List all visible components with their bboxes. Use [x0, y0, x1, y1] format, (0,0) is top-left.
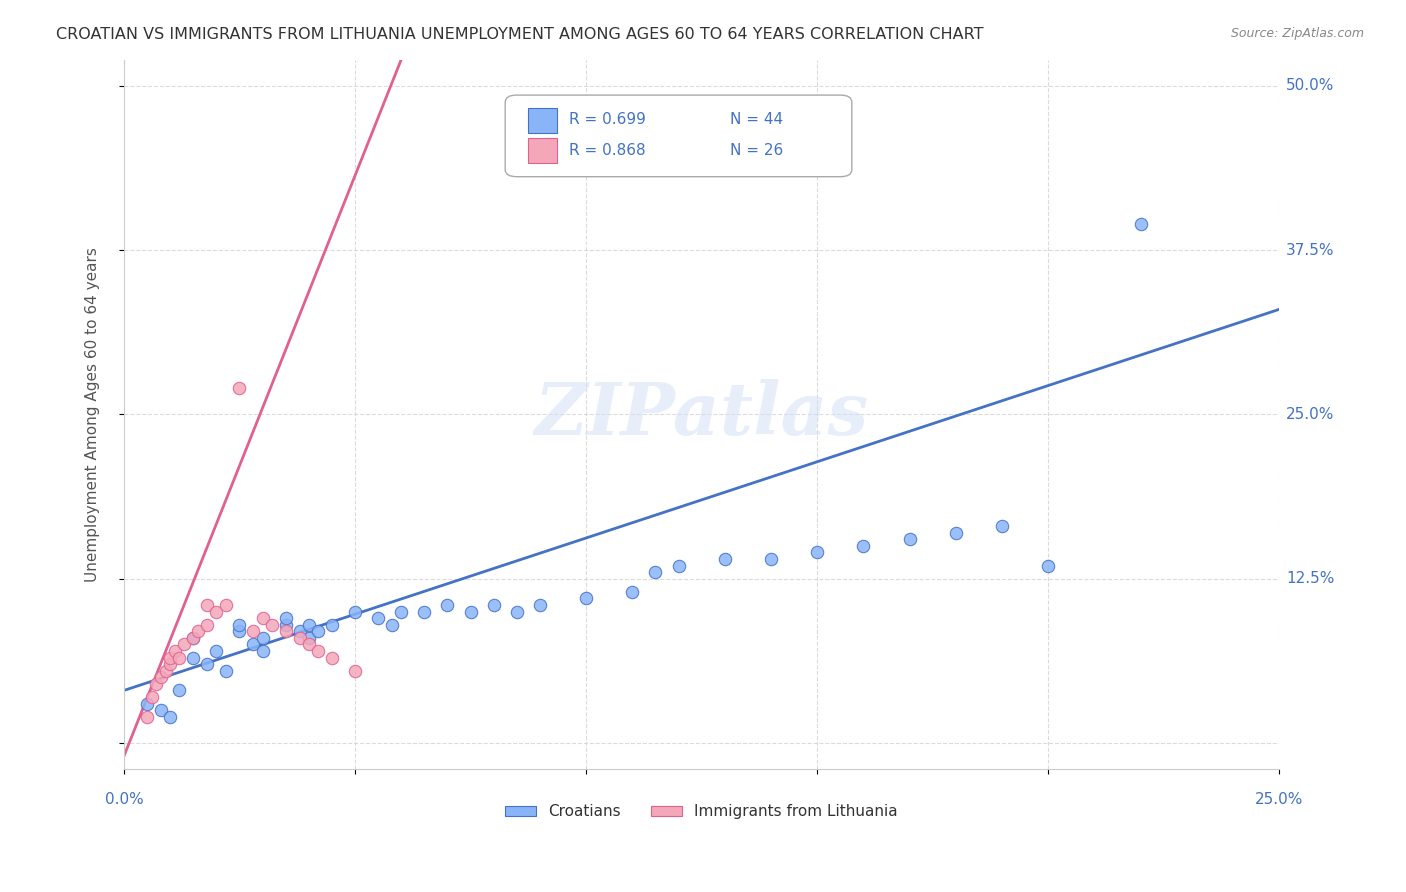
Point [621, 585, 644, 599]
Point [195, 598, 218, 612]
Y-axis label: Unemployment Among Ages 60 to 64 years: Unemployment Among Ages 60 to 64 years [86, 247, 100, 582]
Point [759, 552, 782, 566]
Point [713, 552, 735, 566]
Point [1038, 558, 1060, 573]
Point [991, 519, 1014, 533]
Point [242, 624, 264, 639]
Point [482, 598, 505, 612]
Text: R = 0.699: R = 0.699 [569, 112, 645, 128]
Text: 12.5%: 12.5% [1286, 571, 1334, 586]
Point [307, 644, 329, 658]
Point [214, 598, 236, 612]
Point [274, 624, 297, 639]
Point [228, 617, 250, 632]
Point [136, 710, 159, 724]
Point [159, 710, 181, 724]
Point [252, 631, 274, 645]
Point [169, 683, 191, 698]
Point [298, 617, 321, 632]
Point [343, 664, 366, 678]
Point [187, 624, 209, 639]
Point [1129, 217, 1152, 231]
Point [169, 650, 191, 665]
Point [321, 650, 343, 665]
Point [367, 611, 389, 625]
Point [149, 703, 172, 717]
Point [155, 664, 177, 678]
Text: CROATIAN VS IMMIGRANTS FROM LITHUANIA UNEMPLOYMENT AMONG AGES 60 TO 64 YEARS COR: CROATIAN VS IMMIGRANTS FROM LITHUANIA UN… [56, 27, 984, 42]
Point [668, 558, 690, 573]
FancyBboxPatch shape [529, 138, 557, 163]
Point [274, 611, 297, 625]
Text: 25.0%: 25.0% [1286, 407, 1334, 422]
Point [274, 617, 297, 632]
Point [288, 624, 311, 639]
Point [343, 605, 366, 619]
Point [195, 657, 218, 672]
Point [506, 605, 529, 619]
Text: Source: ZipAtlas.com: Source: ZipAtlas.com [1230, 27, 1364, 40]
FancyBboxPatch shape [529, 108, 557, 133]
Point [321, 617, 343, 632]
Point [945, 525, 967, 540]
Point [195, 617, 218, 632]
Point [149, 670, 172, 684]
Point [159, 657, 181, 672]
Point [228, 381, 250, 395]
Legend: Croatians, Immigrants from Lithuania: Croatians, Immigrants from Lithuania [499, 798, 904, 825]
Point [205, 605, 228, 619]
Point [260, 617, 283, 632]
Point [181, 631, 204, 645]
Point [898, 533, 921, 547]
Text: ZIPatlas: ZIPatlas [534, 379, 869, 450]
Point [644, 565, 666, 579]
Point [205, 644, 228, 658]
Point [181, 650, 204, 665]
Text: 50.0%: 50.0% [1286, 78, 1334, 94]
Point [529, 598, 551, 612]
Point [252, 611, 274, 625]
Point [173, 637, 195, 651]
Text: N = 44: N = 44 [731, 112, 783, 128]
Point [389, 605, 412, 619]
Point [298, 631, 321, 645]
Text: N = 26: N = 26 [731, 143, 783, 158]
Text: 25.0%: 25.0% [1256, 792, 1303, 807]
Point [214, 664, 236, 678]
Point [136, 697, 159, 711]
Point [181, 631, 204, 645]
Point [307, 624, 329, 639]
Point [163, 644, 186, 658]
Point [460, 605, 482, 619]
Point [252, 644, 274, 658]
Point [381, 617, 404, 632]
Text: R = 0.868: R = 0.868 [569, 143, 645, 158]
Point [145, 677, 167, 691]
Point [141, 690, 163, 704]
Point [806, 545, 828, 559]
Text: 0.0%: 0.0% [104, 792, 143, 807]
FancyBboxPatch shape [505, 95, 852, 177]
Text: 37.5%: 37.5% [1286, 243, 1334, 258]
Point [413, 605, 436, 619]
Point [288, 631, 311, 645]
Point [242, 637, 264, 651]
Point [575, 591, 598, 606]
Point [228, 624, 250, 639]
Point [852, 539, 875, 553]
Point [436, 598, 458, 612]
Point [159, 650, 181, 665]
Point [298, 637, 321, 651]
